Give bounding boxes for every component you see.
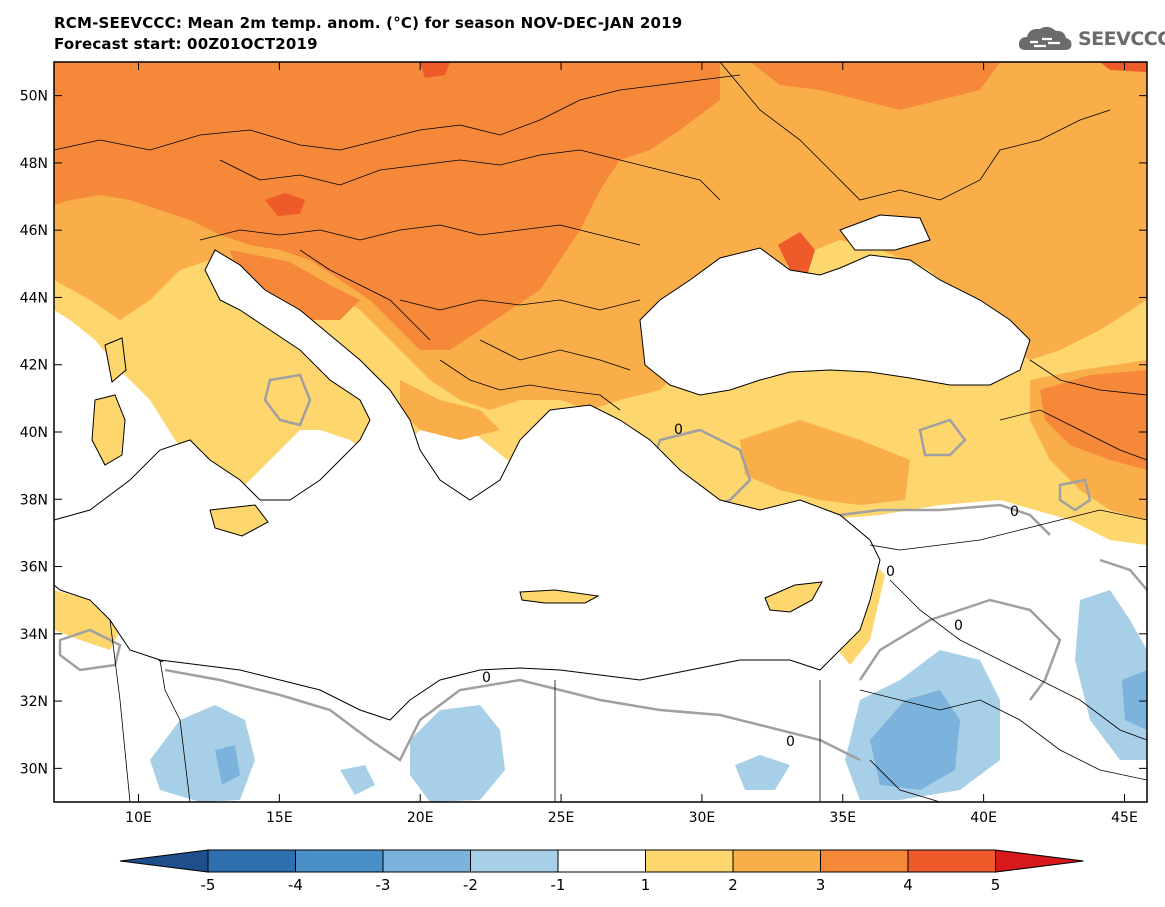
- lat-tick-label: 42N: [20, 358, 48, 374]
- lon-tick-label: 30E: [689, 810, 716, 826]
- anomaly-band-neg-2-3: [215, 745, 240, 785]
- lon-tick-label: 10E: [125, 810, 152, 826]
- colorbar-label: -4: [288, 876, 303, 894]
- anomaly-field: 0 0 0 0 0 0 0: [54, 62, 1147, 802]
- mediterranean-sea: [54, 249, 881, 721]
- colorbar-label: -3: [376, 876, 391, 894]
- chart-subtitle: Forecast start: 00Z01OCT2019: [54, 35, 318, 53]
- lat-tick-label: 44N: [20, 290, 48, 306]
- sea-areas: [54, 214, 1031, 721]
- zero-contour-line: [263, 373, 312, 427]
- contour-label: 0: [674, 422, 683, 438]
- lon-tick-label: 15E: [266, 810, 293, 826]
- colorbar-arrow-high: [995, 849, 1084, 873]
- anomaly-band-neg-1-2: [1122, 670, 1147, 730]
- lat-tick-label: 48N: [20, 156, 48, 172]
- colorbar-label: -2: [463, 876, 478, 894]
- lon-tick-label: 35E: [829, 810, 856, 826]
- lon-tick-label: 25E: [548, 810, 575, 826]
- island-crete: [519, 589, 600, 604]
- contour-label: 0: [954, 618, 963, 634]
- colorbar-label: 1: [641, 876, 651, 894]
- cloud-icon: [1018, 26, 1072, 50]
- zero-contour-line: [858, 598, 1062, 701]
- lat-tick-label: 46N: [20, 223, 48, 239]
- colorbar-label: -1: [551, 876, 566, 894]
- zero-contour-line: [164, 668, 861, 762]
- colorbar-segment: [557, 849, 646, 873]
- zero-contour-line: [58, 628, 122, 672]
- anomaly-band-neg-1-2: [410, 705, 505, 802]
- anomaly-band-2-3: [740, 420, 910, 505]
- anomaly-band-2-3: [400, 380, 500, 440]
- lat-tick-label: 38N: [20, 492, 48, 508]
- lon-tick-label: 45E: [1111, 810, 1138, 826]
- lat-tick-label: 34N: [20, 627, 48, 643]
- lat-tick-label: 50N: [20, 89, 48, 105]
- anomaly-band-3-4: [1040, 370, 1147, 470]
- island-sicily: [209, 504, 269, 537]
- lat-tick-label: 32N: [20, 694, 48, 710]
- lat-tick-label: 36N: [20, 560, 48, 576]
- zero-contour-line: [918, 418, 967, 457]
- colorbar-segment: [295, 849, 384, 873]
- anomaly-band-4-5: [265, 193, 305, 216]
- anomaly-band-neg-1-2: [340, 765, 375, 795]
- colorbar: -5 -4 -3 -2 -1 1 2 3 4 5: [119, 849, 1084, 894]
- anomaly-band-1-2: [54, 590, 120, 650]
- anomaly-band-4-5: [420, 62, 450, 78]
- lat-tick-label: 40N: [20, 425, 48, 441]
- island-sardinia: [91, 394, 126, 466]
- colorbar-label: 5: [991, 876, 1001, 894]
- contour-label: 0: [886, 564, 895, 580]
- colorbar-segment: [382, 849, 471, 873]
- zero-contour-line: [1058, 478, 1092, 512]
- lon-tick-label: 40E: [970, 810, 997, 826]
- colorbar-segment: [645, 849, 734, 873]
- anomaly-band-3-4: [750, 62, 1000, 110]
- contour-label: 0: [482, 670, 491, 686]
- colorbar-label: 2: [728, 876, 738, 894]
- colorbar-segment: [470, 849, 559, 873]
- colorbar-segment: [732, 849, 821, 873]
- seevccc-logo: SEEVCCC: [1016, 22, 1165, 56]
- zero-contour-line: [839, 503, 1051, 536]
- colorbar-segment: [820, 849, 909, 873]
- black-sea: [639, 247, 1031, 396]
- anomaly-band-3-4: [54, 62, 720, 350]
- country-borders: [54, 62, 1147, 802]
- chart-title: RCM-SEEVCCC: Mean 2m temp. anom. (°C) fo…: [54, 14, 683, 32]
- island-cyprus: [764, 581, 823, 613]
- colorbar-segment: [207, 849, 296, 873]
- zero-contour-line: [1099, 558, 1147, 591]
- colorbar-label: 3: [816, 876, 826, 894]
- island-corsica: [104, 337, 127, 383]
- contour-label: 0: [786, 734, 795, 750]
- anomaly-band-3-4: [230, 250, 360, 320]
- colorbar-label: -5: [201, 876, 216, 894]
- logo-text: SEEVCCC: [1078, 28, 1165, 50]
- map-axes: 30N 32N 34N 36N 38N 40N 42N 44N 46N 48N 50N 10E 15E 2…: [20, 62, 1147, 826]
- lon-tick-label: 20E: [407, 810, 434, 826]
- sea-of-azov: [839, 214, 931, 251]
- anomaly-band-4-5: [1100, 62, 1147, 72]
- anomaly-band-neg-1-2: [735, 755, 790, 790]
- colorbar-segment: [907, 849, 996, 873]
- anomaly-band-neg-1-2: [870, 690, 960, 790]
- contour-label: 0: [1010, 504, 1019, 520]
- colorbar-arrow-low: [119, 849, 209, 873]
- anomaly-band-4-5: [778, 232, 815, 282]
- colorbar-label: 4: [903, 876, 913, 894]
- lat-tick-label: 30N: [20, 761, 48, 777]
